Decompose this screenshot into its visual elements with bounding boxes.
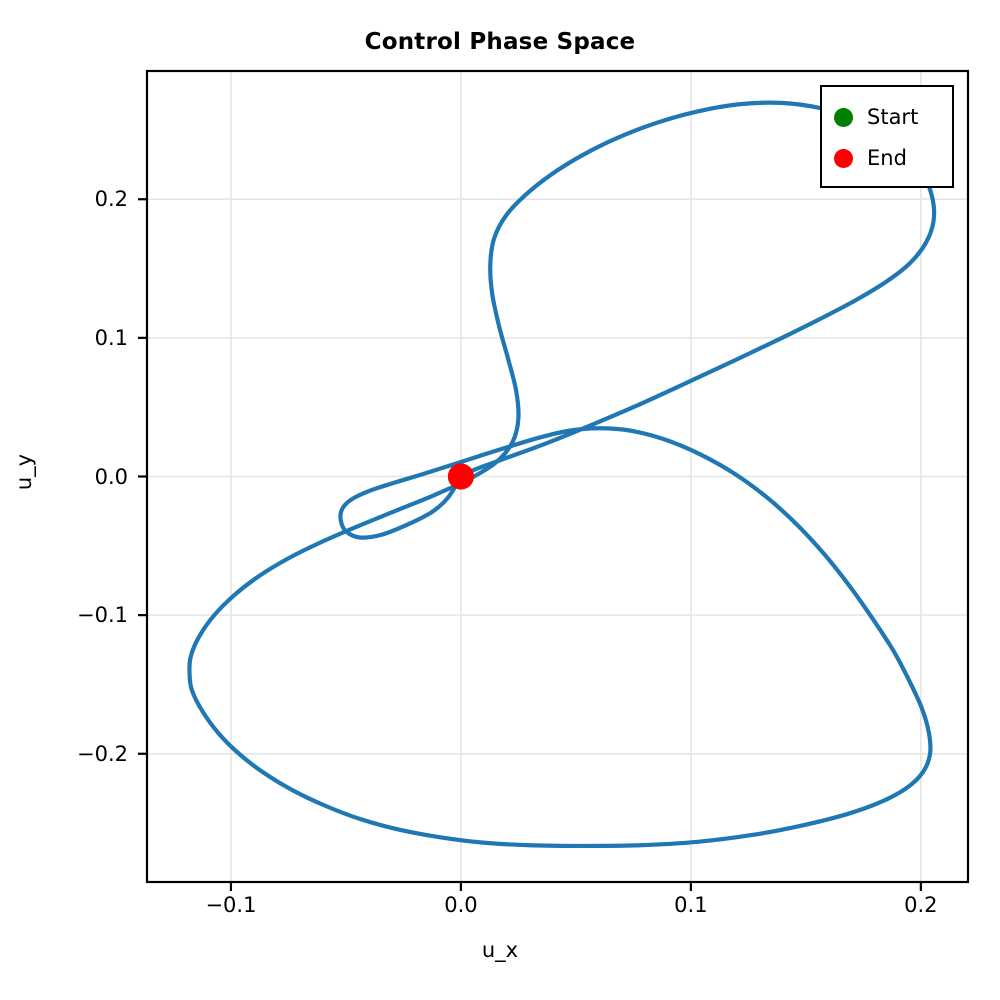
y-tick-label: 0.2 [94, 187, 128, 212]
y-tick-label: −0.2 [77, 741, 128, 766]
end-marker-icon [834, 149, 853, 168]
y-tick-label: 0.0 [94, 464, 128, 489]
y-tick-label: 0.1 [94, 325, 128, 350]
y-tick-labels: −0.2 −0.1 0.0 0.1 0.2 [0, 0, 128, 1000]
y-tick-label: −0.1 [77, 603, 128, 628]
start-marker-icon [834, 108, 853, 127]
end-point-marker [447, 463, 474, 490]
legend-label-end: End [867, 146, 907, 170]
endpoint-markers [447, 463, 474, 490]
y-axis-label: u_y [12, 453, 36, 491]
chart-legend[interactable]: Start End [820, 85, 954, 188]
legend-item-end[interactable]: End [822, 138, 952, 179]
chart-title: Control Phase Space [364, 29, 636, 55]
x-tick-label: 0.0 [444, 893, 478, 917]
x-tick-label: 0.2 [904, 893, 938, 917]
legend-label-start: Start [867, 105, 919, 129]
axis-ticks [138, 198, 922, 891]
x-tick-label: 0.1 [674, 893, 708, 917]
legend-item-start[interactable]: Start [822, 97, 952, 138]
x-axis-label: u_x [481, 938, 519, 962]
x-tick-label: −0.1 [205, 893, 257, 917]
